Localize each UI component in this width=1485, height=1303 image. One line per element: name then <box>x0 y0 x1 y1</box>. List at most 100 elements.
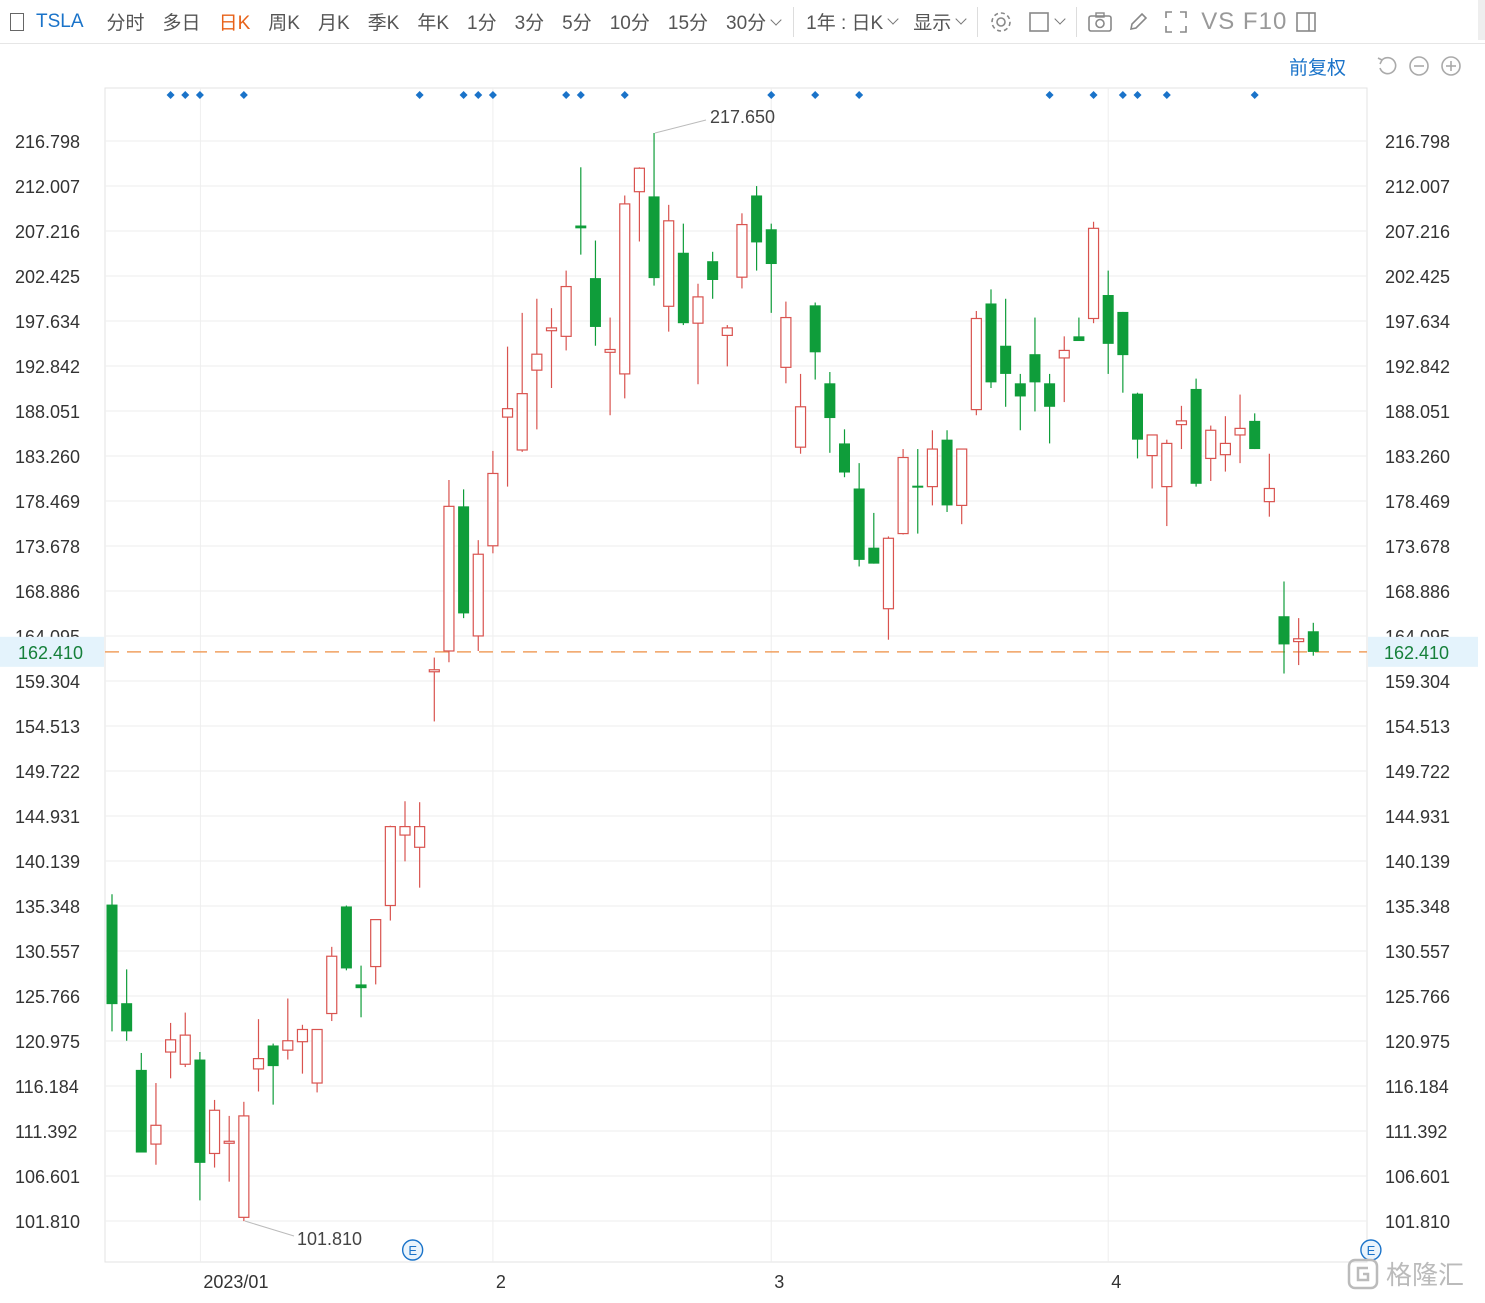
period-tab-0[interactable]: 分时 <box>106 13 145 34</box>
candle-body[interactable] <box>663 220 675 307</box>
candle-body[interactable] <box>267 1045 279 1067</box>
candle-body[interactable] <box>1058 349 1070 359</box>
candle-body[interactable] <box>516 393 528 451</box>
candle-body[interactable] <box>252 1058 265 1070</box>
candle-body[interactable] <box>1087 227 1100 320</box>
candle-body[interactable] <box>794 406 807 448</box>
period-tab-7[interactable]: 1分 <box>467 13 497 34</box>
candle-body[interactable] <box>926 448 939 488</box>
symbol-label[interactable]: TSLA <box>36 10 84 32</box>
candle-body[interactable] <box>560 285 572 337</box>
candle-body[interactable] <box>208 1109 221 1155</box>
candle-body[interactable] <box>238 1115 250 1218</box>
candle-body[interactable] <box>384 826 396 907</box>
vs-f10-label[interactable]: VS F10 <box>1201 7 1288 35</box>
candle-body[interactable] <box>1044 383 1056 407</box>
toolbar-checkbox[interactable] <box>10 12 24 31</box>
candle-body[interactable] <box>604 348 616 353</box>
dividend-marker[interactable] <box>1162 91 1171 99</box>
candle-body[interactable] <box>282 1040 294 1051</box>
candle-body[interactable] <box>1205 429 1217 460</box>
period-tab-5[interactable]: 季K <box>367 13 400 34</box>
camera-icon[interactable] <box>1087 9 1113 35</box>
dividend-marker[interactable] <box>811 91 820 99</box>
candle-body[interactable] <box>443 505 455 652</box>
candle-body[interactable] <box>223 1140 235 1144</box>
candle-body[interactable] <box>941 439 953 506</box>
candle-body[interactable] <box>370 919 382 968</box>
candle-body[interactable] <box>501 408 514 418</box>
candle-body[interactable] <box>458 506 470 614</box>
period-tab-4[interactable]: 月K <box>317 13 350 34</box>
candle-body[interactable] <box>1249 420 1261 450</box>
candle-body[interactable] <box>399 826 411 836</box>
candle-body[interactable] <box>736 223 748 278</box>
period-tab-8[interactable]: 3分 <box>514 13 545 34</box>
candle-body[interactable] <box>1000 345 1012 374</box>
candle-body[interactable] <box>165 1039 177 1053</box>
candle-body[interactable] <box>326 955 338 1015</box>
candle-body[interactable] <box>179 1034 191 1065</box>
candle-body[interactable] <box>824 383 836 419</box>
candle-body[interactable] <box>355 984 367 989</box>
period-tab-11[interactable]: 15分 <box>667 13 709 34</box>
candle-body[interactable] <box>1278 616 1290 645</box>
period-tab-6[interactable]: 年K <box>417 13 449 34</box>
candle-body[interactable] <box>897 456 909 535</box>
pencil-icon[interactable] <box>1125 9 1151 35</box>
candle-body[interactable] <box>428 669 440 673</box>
candle-body[interactable] <box>150 1124 162 1145</box>
candle-body[interactable] <box>985 303 997 383</box>
period-tab-2[interactable]: 日K <box>218 13 251 34</box>
dividend-marker[interactable] <box>415 91 424 99</box>
candle-body[interactable] <box>414 826 426 848</box>
period-tab-9[interactable]: 5分 <box>562 13 592 34</box>
candle-body[interactable] <box>619 203 631 375</box>
candle-body[interactable] <box>692 296 704 324</box>
candle-body[interactable] <box>1293 638 1305 643</box>
dividend-marker[interactable] <box>620 91 629 99</box>
candle-body[interactable] <box>633 167 646 193</box>
candle-body[interactable] <box>1029 354 1041 383</box>
range-dropdown[interactable]: 1年 : 日K <box>798 8 905 35</box>
dividend-marker[interactable] <box>1118 91 1127 99</box>
dividend-marker[interactable] <box>1089 91 1098 99</box>
candle-body[interactable] <box>296 1028 309 1043</box>
candle-body[interactable] <box>970 317 982 411</box>
candle-body[interactable] <box>1234 427 1246 436</box>
dividend-marker[interactable] <box>459 91 468 99</box>
dividend-marker[interactable] <box>767 91 776 99</box>
candle-body[interactable] <box>882 537 895 610</box>
gear-icon[interactable] <box>988 9 1014 35</box>
dividend-marker[interactable] <box>181 91 190 99</box>
candle-body[interactable] <box>1175 420 1188 426</box>
display-dropdown[interactable]: 显示 <box>905 8 973 35</box>
zoom-in-icon[interactable] <box>1440 55 1462 77</box>
adjustment-label[interactable]: 前复权 <box>1289 58 1347 79</box>
period-tab-10[interactable]: 10分 <box>609 13 650 34</box>
candle-body[interactable] <box>1132 393 1143 440</box>
candle-body[interactable] <box>765 229 777 265</box>
dividend-marker[interactable] <box>576 91 585 99</box>
dividend-marker[interactable] <box>474 91 483 99</box>
candle-body[interactable] <box>1161 442 1173 488</box>
dividend-marker[interactable] <box>195 91 204 99</box>
panel-toggle-icon[interactable] <box>1293 9 1319 35</box>
candle-body[interactable] <box>956 448 968 507</box>
chart-style-dropdown[interactable] <box>1020 11 1072 33</box>
period-tab-3[interactable]: 周K <box>268 13 300 34</box>
dividend-marker[interactable] <box>1133 91 1142 99</box>
candle-body[interactable] <box>1219 442 1232 456</box>
candle-body[interactable] <box>311 1028 323 1084</box>
dividend-marker[interactable] <box>562 91 571 99</box>
fullscreen-icon[interactable] <box>1163 9 1189 35</box>
candle-body[interactable] <box>1117 311 1129 356</box>
event-marker[interactable] <box>401 1239 424 1261</box>
candle-body[interactable] <box>868 547 880 564</box>
dividend-marker[interactable] <box>488 91 497 99</box>
dividend-marker[interactable] <box>1045 91 1054 99</box>
candle-body[interactable] <box>1014 383 1026 397</box>
candle-body[interactable] <box>780 316 792 368</box>
dividend-marker[interactable] <box>166 91 175 99</box>
